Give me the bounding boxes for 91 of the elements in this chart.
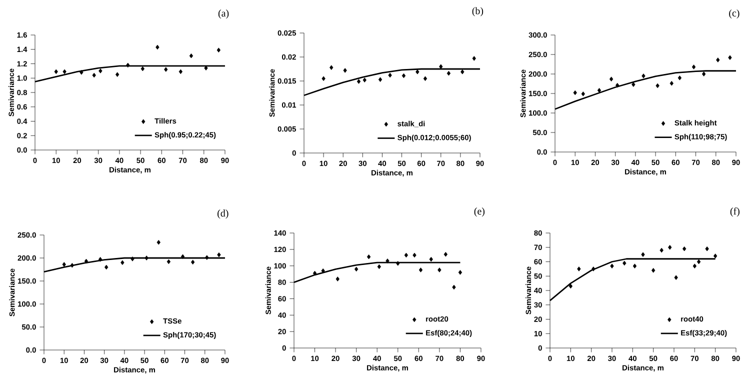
chart-title: (c) (729, 9, 740, 18)
point (180, 254, 185, 260)
point (660, 248, 664, 253)
point (205, 255, 209, 260)
point (62, 262, 66, 267)
point (670, 80, 674, 86)
point (568, 284, 573, 289)
point (140, 66, 145, 72)
point (622, 260, 626, 266)
chart-title: (b) (472, 7, 484, 16)
point (217, 252, 221, 258)
point (581, 91, 586, 96)
point (386, 258, 390, 264)
point (120, 260, 124, 265)
point (692, 64, 696, 70)
point (438, 268, 442, 272)
point (330, 65, 334, 70)
point (573, 90, 577, 96)
point (366, 254, 371, 260)
point (632, 82, 636, 87)
point (70, 262, 74, 268)
point (452, 284, 456, 290)
point (354, 266, 358, 272)
point (190, 260, 195, 265)
point (423, 76, 428, 81)
point (651, 268, 656, 273)
point (439, 64, 443, 69)
point (216, 48, 221, 52)
point (156, 44, 160, 50)
point (144, 256, 148, 260)
point (716, 58, 720, 62)
point (377, 264, 382, 270)
point (668, 244, 672, 250)
point (322, 76, 326, 81)
point (418, 268, 423, 272)
point (80, 70, 84, 75)
point (356, 79, 361, 84)
point (446, 70, 451, 76)
point (54, 69, 58, 74)
point (577, 266, 581, 272)
point (609, 76, 614, 82)
point (713, 254, 718, 258)
point (696, 259, 701, 264)
point (92, 72, 96, 78)
point (130, 256, 134, 262)
point (616, 82, 620, 88)
point (388, 72, 392, 78)
point (429, 256, 433, 262)
point (656, 83, 660, 88)
point (178, 69, 183, 74)
point (115, 72, 120, 77)
point (189, 53, 194, 58)
point (674, 275, 678, 280)
point (460, 69, 464, 74)
point (336, 276, 340, 282)
point (84, 258, 88, 264)
point (678, 76, 682, 80)
point (702, 72, 706, 76)
chart-title: (f) (730, 207, 740, 217)
point (378, 77, 382, 82)
point (404, 252, 408, 258)
point (164, 67, 168, 72)
point (458, 270, 462, 275)
point (597, 88, 602, 93)
point (610, 264, 614, 268)
chart-title: (d) (218, 210, 228, 219)
point (166, 259, 171, 264)
point (416, 69, 420, 74)
chart-title: (a) (218, 10, 229, 19)
point (728, 55, 732, 60)
point (156, 240, 160, 245)
point (343, 68, 347, 73)
chart-title: (e) (474, 208, 485, 217)
point (362, 78, 366, 82)
point (98, 68, 102, 74)
point (705, 246, 709, 252)
point (472, 56, 476, 61)
point (444, 252, 448, 257)
point (642, 74, 646, 78)
point (396, 261, 400, 266)
point (62, 69, 66, 74)
point (126, 62, 130, 68)
point (402, 73, 406, 78)
point (412, 252, 416, 258)
point (592, 266, 596, 272)
point (692, 264, 697, 268)
point (682, 246, 686, 252)
point (641, 252, 645, 257)
point (98, 256, 102, 262)
point (632, 264, 637, 268)
point (104, 264, 108, 270)
